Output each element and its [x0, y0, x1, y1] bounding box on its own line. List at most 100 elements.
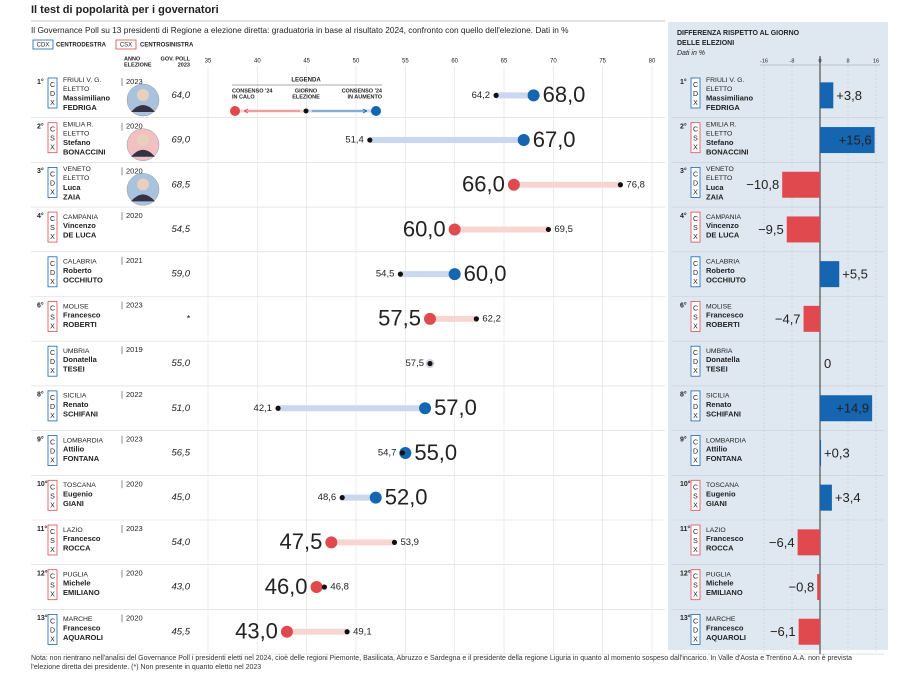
gov-poll: 51,0 [172, 403, 191, 414]
election-year: 2022 [126, 390, 143, 399]
first-name: Francesco [706, 310, 744, 319]
first-name: Attilio [706, 445, 728, 454]
consensus-label: 55,0 [414, 440, 457, 465]
consensus-dot [310, 581, 323, 594]
bar [817, 574, 820, 601]
election-dot [344, 629, 350, 635]
bar [798, 618, 820, 645]
last-name: AQUAROLI [706, 633, 746, 642]
coalition-box [47, 614, 58, 645]
last-name: OCCHIUTO [706, 275, 746, 284]
rank: 10° [680, 480, 691, 488]
consensus-label: 67,0 [533, 127, 576, 152]
bar [820, 439, 822, 466]
last-name: AQUAROLI [63, 633, 103, 642]
last-name: ROCCA [706, 543, 734, 552]
legend-arrow [243, 108, 300, 114]
last-name: EMILIANO [706, 588, 743, 597]
note: Nota: non rientrano nell'analisi del Gov… [31, 655, 853, 671]
consensus-dot [424, 312, 436, 325]
x-tick-label: 50 [353, 59, 360, 65]
election-label: 62,2 [482, 313, 501, 324]
rank: 6° [37, 301, 44, 309]
coalition-code: CSX [49, 306, 56, 333]
last-name: OCCHIUTO [63, 275, 103, 284]
election-dot [399, 450, 405, 456]
election-label: 54,7 [378, 447, 397, 458]
region: VENETO [63, 166, 91, 173]
region: PUGLIA [63, 571, 88, 578]
last-name: BONACCINI [63, 148, 106, 157]
last-name: ZAIA [63, 192, 81, 201]
region: EMILIA R. [706, 121, 737, 128]
subtitle: Il Governance Poll su 13 presidenti di R… [31, 25, 569, 35]
x-tick-label: 80 [649, 59, 656, 65]
photo-body [131, 194, 155, 202]
coalition-box [47, 435, 58, 467]
first-name: Renato [706, 400, 732, 409]
coalition-box [690, 390, 701, 422]
election-label: 49,1 [353, 626, 372, 637]
coalition-box [47, 166, 58, 198]
region: LOMBARDIA [706, 437, 747, 444]
bar [797, 529, 820, 556]
last-name: SCHIFANI [706, 409, 741, 418]
election-dot [397, 271, 403, 277]
election-dot [275, 405, 281, 411]
election-label: 51,4 [345, 135, 364, 146]
x-tick-label: 45 [303, 59, 310, 65]
consensus-dot [369, 491, 382, 504]
legend-dot [371, 106, 381, 116]
first-name: Luca [63, 183, 81, 192]
coalition-code: CSX [692, 529, 699, 556]
election-year: 2023 [126, 77, 143, 86]
election-label: 42,1 [254, 403, 273, 414]
coalition-code: CDX [49, 261, 56, 288]
legend-box [115, 39, 137, 50]
election-dot [545, 226, 552, 233]
legend-dot [303, 108, 309, 114]
rank: 1° [680, 78, 687, 86]
last-name: ROCCA [63, 543, 91, 552]
bar-label: −4,7 [775, 311, 801, 326]
last-name: GIANI [706, 499, 727, 508]
bar-label: −6,4 [769, 535, 795, 550]
coalition-code: CDX [49, 82, 56, 109]
x-tick-label: 16 [873, 58, 879, 64]
rank: 4° [37, 212, 44, 220]
last-name: ZAIA [706, 192, 724, 201]
gov-poll: 54,5 [172, 224, 191, 235]
gov-poll: 64,0 [172, 90, 191, 101]
consensus-label: 43,0 [235, 619, 278, 644]
coalition-box [690, 77, 701, 109]
first-name: Stefano [706, 138, 734, 147]
bar [820, 127, 875, 154]
last-name: FONTANA [706, 454, 743, 463]
coalition-code: CDX [49, 440, 56, 467]
bar-label: +3,8 [836, 88, 862, 103]
bar-label: −6,1 [770, 624, 796, 639]
x-tick-label: -16 [760, 58, 768, 64]
bar-label: −0,8 [789, 579, 815, 594]
region: MARCHE [706, 616, 736, 623]
coalition-code: CSX [49, 529, 56, 556]
first-name: Massimiliano [63, 93, 111, 102]
infographic: Il test di popolarità per i governatori I… [31, 4, 888, 655]
coalition-box [690, 569, 701, 601]
x-tick-label: 55 [402, 59, 409, 65]
coalition-code: CSX [692, 127, 699, 154]
coalition-box [690, 256, 701, 288]
rank: 11° [37, 525, 47, 533]
gov-poll: 68,5 [172, 179, 191, 190]
coalition-box [47, 390, 58, 422]
last-name: DE LUCA [63, 231, 97, 240]
legend-text: IN CALO [232, 94, 255, 100]
coalition-box [690, 301, 701, 332]
coalition-code: CDX [49, 618, 56, 645]
election-dot [427, 360, 433, 367]
bar [803, 305, 820, 332]
consensus-label: 68,0 [543, 82, 586, 107]
coalition-box [47, 256, 58, 288]
bar-label: +15,6 [839, 132, 872, 147]
